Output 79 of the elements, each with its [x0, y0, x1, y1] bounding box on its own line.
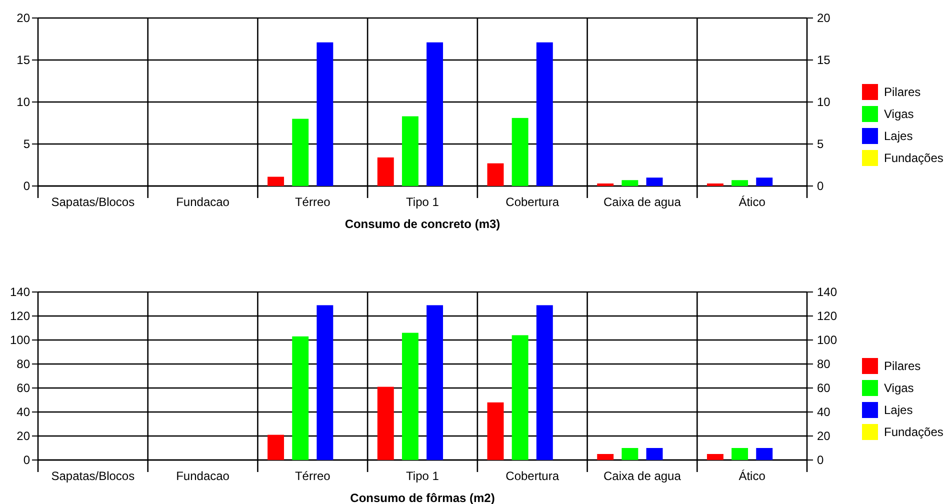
x-tick-label: Térreo [294, 195, 331, 209]
legend-label: Lajes [884, 129, 913, 144]
y2-tick-label: 0 [817, 453, 824, 468]
y2-tick-label: 5 [817, 137, 824, 152]
bar [316, 305, 334, 460]
y2-tick-label: 100 [817, 333, 838, 348]
bar [597, 183, 614, 186]
bar [487, 402, 504, 460]
bar [268, 434, 284, 460]
x-tick-label: Caixa de agua [604, 469, 682, 483]
legend-label: Fundações [884, 425, 944, 440]
x-tick-label: Ático [738, 469, 766, 483]
y2-tick-label: 60 [817, 381, 831, 396]
bar [377, 157, 394, 186]
y-tick-label: 15 [16, 53, 30, 68]
bar [402, 116, 418, 186]
y-tick-label: 60 [16, 381, 30, 396]
bar [426, 305, 444, 460]
x-tick-label: Ático [738, 195, 766, 209]
bar [646, 448, 663, 460]
y2-tick-label: 40 [817, 405, 831, 420]
bar [756, 178, 773, 186]
x-tick-label: Fundacao [176, 195, 230, 209]
x-tick-label: Tipo 1 [406, 469, 440, 483]
y2-tick-label: 0 [817, 179, 824, 194]
y2-tick-label: 20 [817, 429, 831, 444]
y-tick-label: 20 [16, 11, 30, 26]
bar [706, 183, 724, 186]
x-tick-label: Térreo [294, 469, 331, 483]
y2-tick-label: 10 [817, 95, 831, 110]
y-tick-label: 0 [23, 453, 30, 468]
legend-label: Lajes [884, 403, 913, 418]
bar [268, 176, 284, 186]
legend-label: Vigas [884, 381, 914, 396]
y2-tick-label: 20 [817, 11, 831, 26]
bar [536, 42, 553, 186]
y-tick-label: 5 [23, 137, 30, 152]
bar [756, 448, 773, 460]
legend-label: Fundações [884, 151, 944, 166]
bar [426, 42, 444, 186]
legend-label: Pilares [884, 85, 921, 100]
x-tick-label: Tipo 1 [406, 195, 440, 209]
y2-tick-label: 140 [817, 285, 838, 300]
bar [292, 118, 309, 186]
y-tick-label: 20 [16, 429, 30, 444]
y-tick-label: 80 [16, 357, 30, 372]
y-tick-label: 100 [10, 333, 30, 348]
x-axis-title: Consumo de concreto (m3) [344, 217, 500, 231]
x-tick-label: Cobertura [506, 469, 560, 483]
bar [646, 178, 663, 186]
bar [706, 454, 724, 460]
x-tick-label: Sapatas/Blocos [51, 195, 135, 209]
y-tick-label: 0 [23, 179, 30, 194]
bar [316, 42, 334, 186]
y-tick-label: 40 [16, 405, 30, 420]
bar [732, 448, 748, 460]
legend-label: Vigas [884, 107, 914, 122]
x-tick-label: Caixa de agua [604, 195, 682, 209]
bar [622, 448, 638, 460]
bar [512, 335, 528, 460]
y-tick-label: 120 [10, 309, 30, 324]
y2-tick-label: 120 [817, 309, 838, 324]
bar [487, 163, 504, 186]
x-tick-label: Cobertura [506, 195, 560, 209]
bar [292, 336, 309, 460]
bar [597, 454, 614, 460]
x-tick-label: Sapatas/Blocos [51, 469, 135, 483]
y2-tick-label: 80 [817, 357, 831, 372]
y-tick-label: 140 [10, 285, 30, 300]
bar [536, 305, 553, 460]
bar [377, 386, 394, 460]
legend-label: Pilares [884, 359, 921, 374]
y-tick-label: 10 [16, 95, 30, 110]
bar [732, 180, 748, 186]
x-tick-label: Fundacao [176, 469, 230, 483]
y2-tick-label: 15 [817, 53, 831, 68]
bar [512, 118, 528, 186]
bar [402, 332, 418, 460]
bar [622, 180, 638, 186]
